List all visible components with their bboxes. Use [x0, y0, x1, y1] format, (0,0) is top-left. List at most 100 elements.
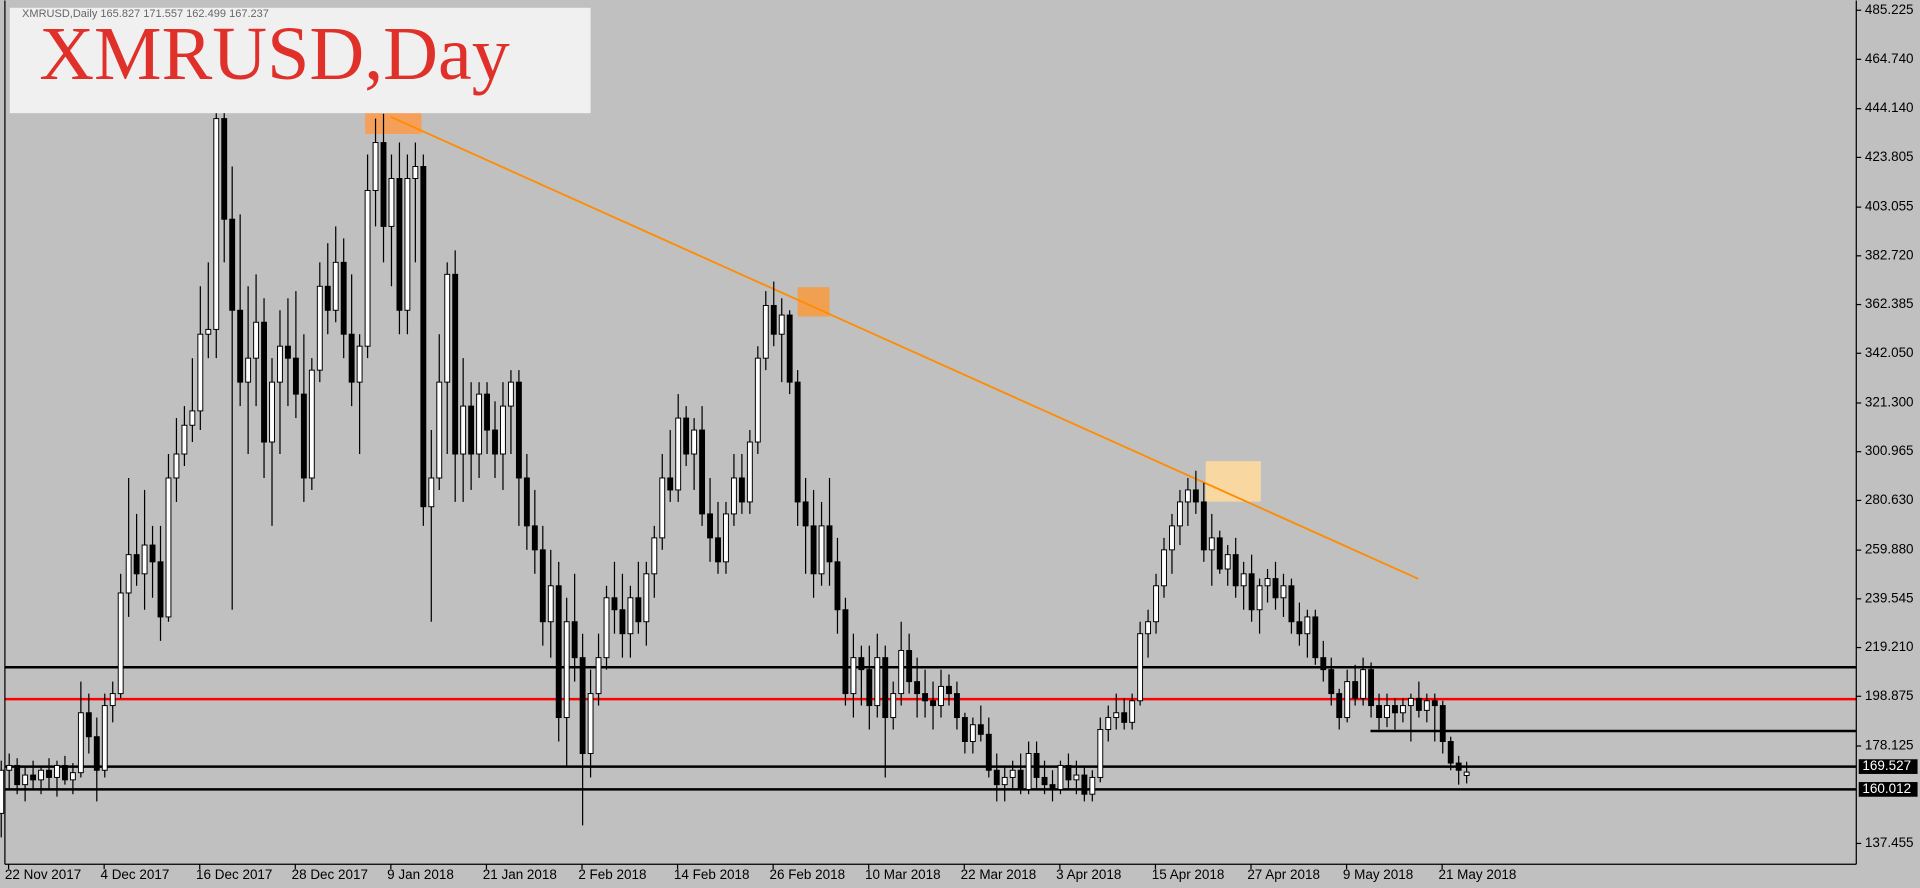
candle-body [1399, 705, 1406, 714]
x-tick-label: 15 Apr 2018 [1152, 867, 1225, 882]
candle-body [1216, 537, 1223, 570]
candle-body [14, 764, 21, 786]
candle-body [1089, 776, 1096, 795]
y-tick-label: 300.965 [1865, 443, 1914, 458]
candle-body [1296, 621, 1303, 635]
candle-body [1073, 774, 1080, 781]
candle-body [1344, 681, 1351, 719]
price-label: 160.012 [1862, 781, 1911, 796]
y-tick-label: 485.225 [1865, 2, 1914, 17]
candle-body [117, 592, 124, 695]
x-tick-label: 9 Jan 2018 [387, 867, 454, 882]
candle-body [810, 525, 817, 575]
candle-body [547, 585, 554, 623]
candle-body [284, 345, 291, 359]
candle-body [1113, 712, 1120, 719]
candle-body [1336, 693, 1343, 719]
candle-body [858, 657, 865, 671]
candle-body [205, 328, 212, 335]
x-tick-label: 22 Nov 2017 [5, 867, 81, 882]
candle-body [770, 304, 777, 335]
candle-body [237, 309, 244, 383]
price-label-bg [1858, 782, 1918, 797]
candle-body [1328, 669, 1335, 695]
candle-body [786, 314, 793, 383]
candle-body [898, 649, 905, 695]
candle-body [1312, 616, 1319, 659]
y-tick-label: 321.300 [1865, 395, 1914, 410]
candle-body [914, 681, 921, 695]
candle-body [1447, 741, 1454, 764]
candle-body [1352, 681, 1359, 699]
ohlc-close: 167.237 [229, 8, 269, 20]
candle-body [723, 513, 729, 563]
candle-body [531, 525, 538, 551]
candle-body [125, 554, 132, 594]
candle-body [1280, 585, 1287, 599]
candle-body [946, 685, 952, 695]
candle-body [372, 142, 379, 191]
candle-body [1288, 585, 1295, 623]
symbol: XMRUSD,Daily [22, 8, 98, 20]
candle-body [643, 573, 650, 623]
candle-body [277, 345, 283, 383]
candle-body [539, 549, 546, 623]
candle-body [324, 285, 331, 311]
candle-body [1137, 633, 1144, 702]
candle-body [173, 453, 180, 479]
candle-body [30, 774, 37, 781]
candle-body [165, 477, 172, 618]
ohlc-low: 162.499 [186, 8, 226, 20]
x-tick-label: 3 Apr 2018 [1056, 867, 1121, 882]
candle-body [1360, 669, 1367, 699]
x-tick-label: 4 Dec 2017 [100, 867, 169, 882]
candle-body [332, 261, 339, 311]
candle-body [754, 357, 761, 443]
candle-body [1129, 700, 1136, 723]
candle-body [555, 585, 562, 719]
candle-body [1121, 712, 1128, 723]
candle-body [46, 769, 52, 778]
candle-body [109, 693, 116, 707]
candle-body [484, 393, 490, 431]
candle-body [101, 705, 108, 771]
candle-body [866, 669, 873, 707]
candle-body [292, 357, 299, 395]
candle-body [691, 429, 698, 455]
price-label: 169.527 [1862, 758, 1911, 773]
candle-body [197, 333, 204, 412]
candle-body [229, 218, 236, 311]
y-tick-label: 342.050 [1865, 345, 1914, 360]
candle-body [579, 657, 586, 754]
candle-body [850, 657, 857, 695]
x-tick-label: 2 Feb 2018 [578, 867, 646, 882]
candle-body [476, 393, 483, 455]
candle-body [515, 381, 522, 479]
candle-body [1033, 752, 1040, 778]
candle-body [571, 621, 578, 659]
candle-body [245, 357, 252, 383]
candle-body [619, 609, 626, 635]
candle-body [1264, 578, 1271, 587]
candle-body [953, 693, 960, 719]
candle-body [1153, 585, 1159, 623]
candle-body [428, 477, 435, 508]
candle-body [1017, 769, 1024, 790]
candle-body [1097, 729, 1104, 778]
candle-body [611, 597, 618, 611]
candle-body [141, 544, 148, 575]
candle-body [1304, 616, 1311, 635]
candle-body [1192, 489, 1199, 503]
candle-body [308, 369, 315, 479]
candle-body [1392, 705, 1398, 714]
y-tick-label: 403.055 [1865, 199, 1914, 214]
candle-body [436, 381, 443, 479]
candle-body [1407, 697, 1414, 707]
candle-body [675, 417, 682, 491]
candle-body [261, 321, 267, 443]
candle-body [269, 381, 275, 443]
candle-body [38, 769, 44, 781]
candle-body [452, 273, 459, 455]
candle-body [340, 261, 347, 335]
